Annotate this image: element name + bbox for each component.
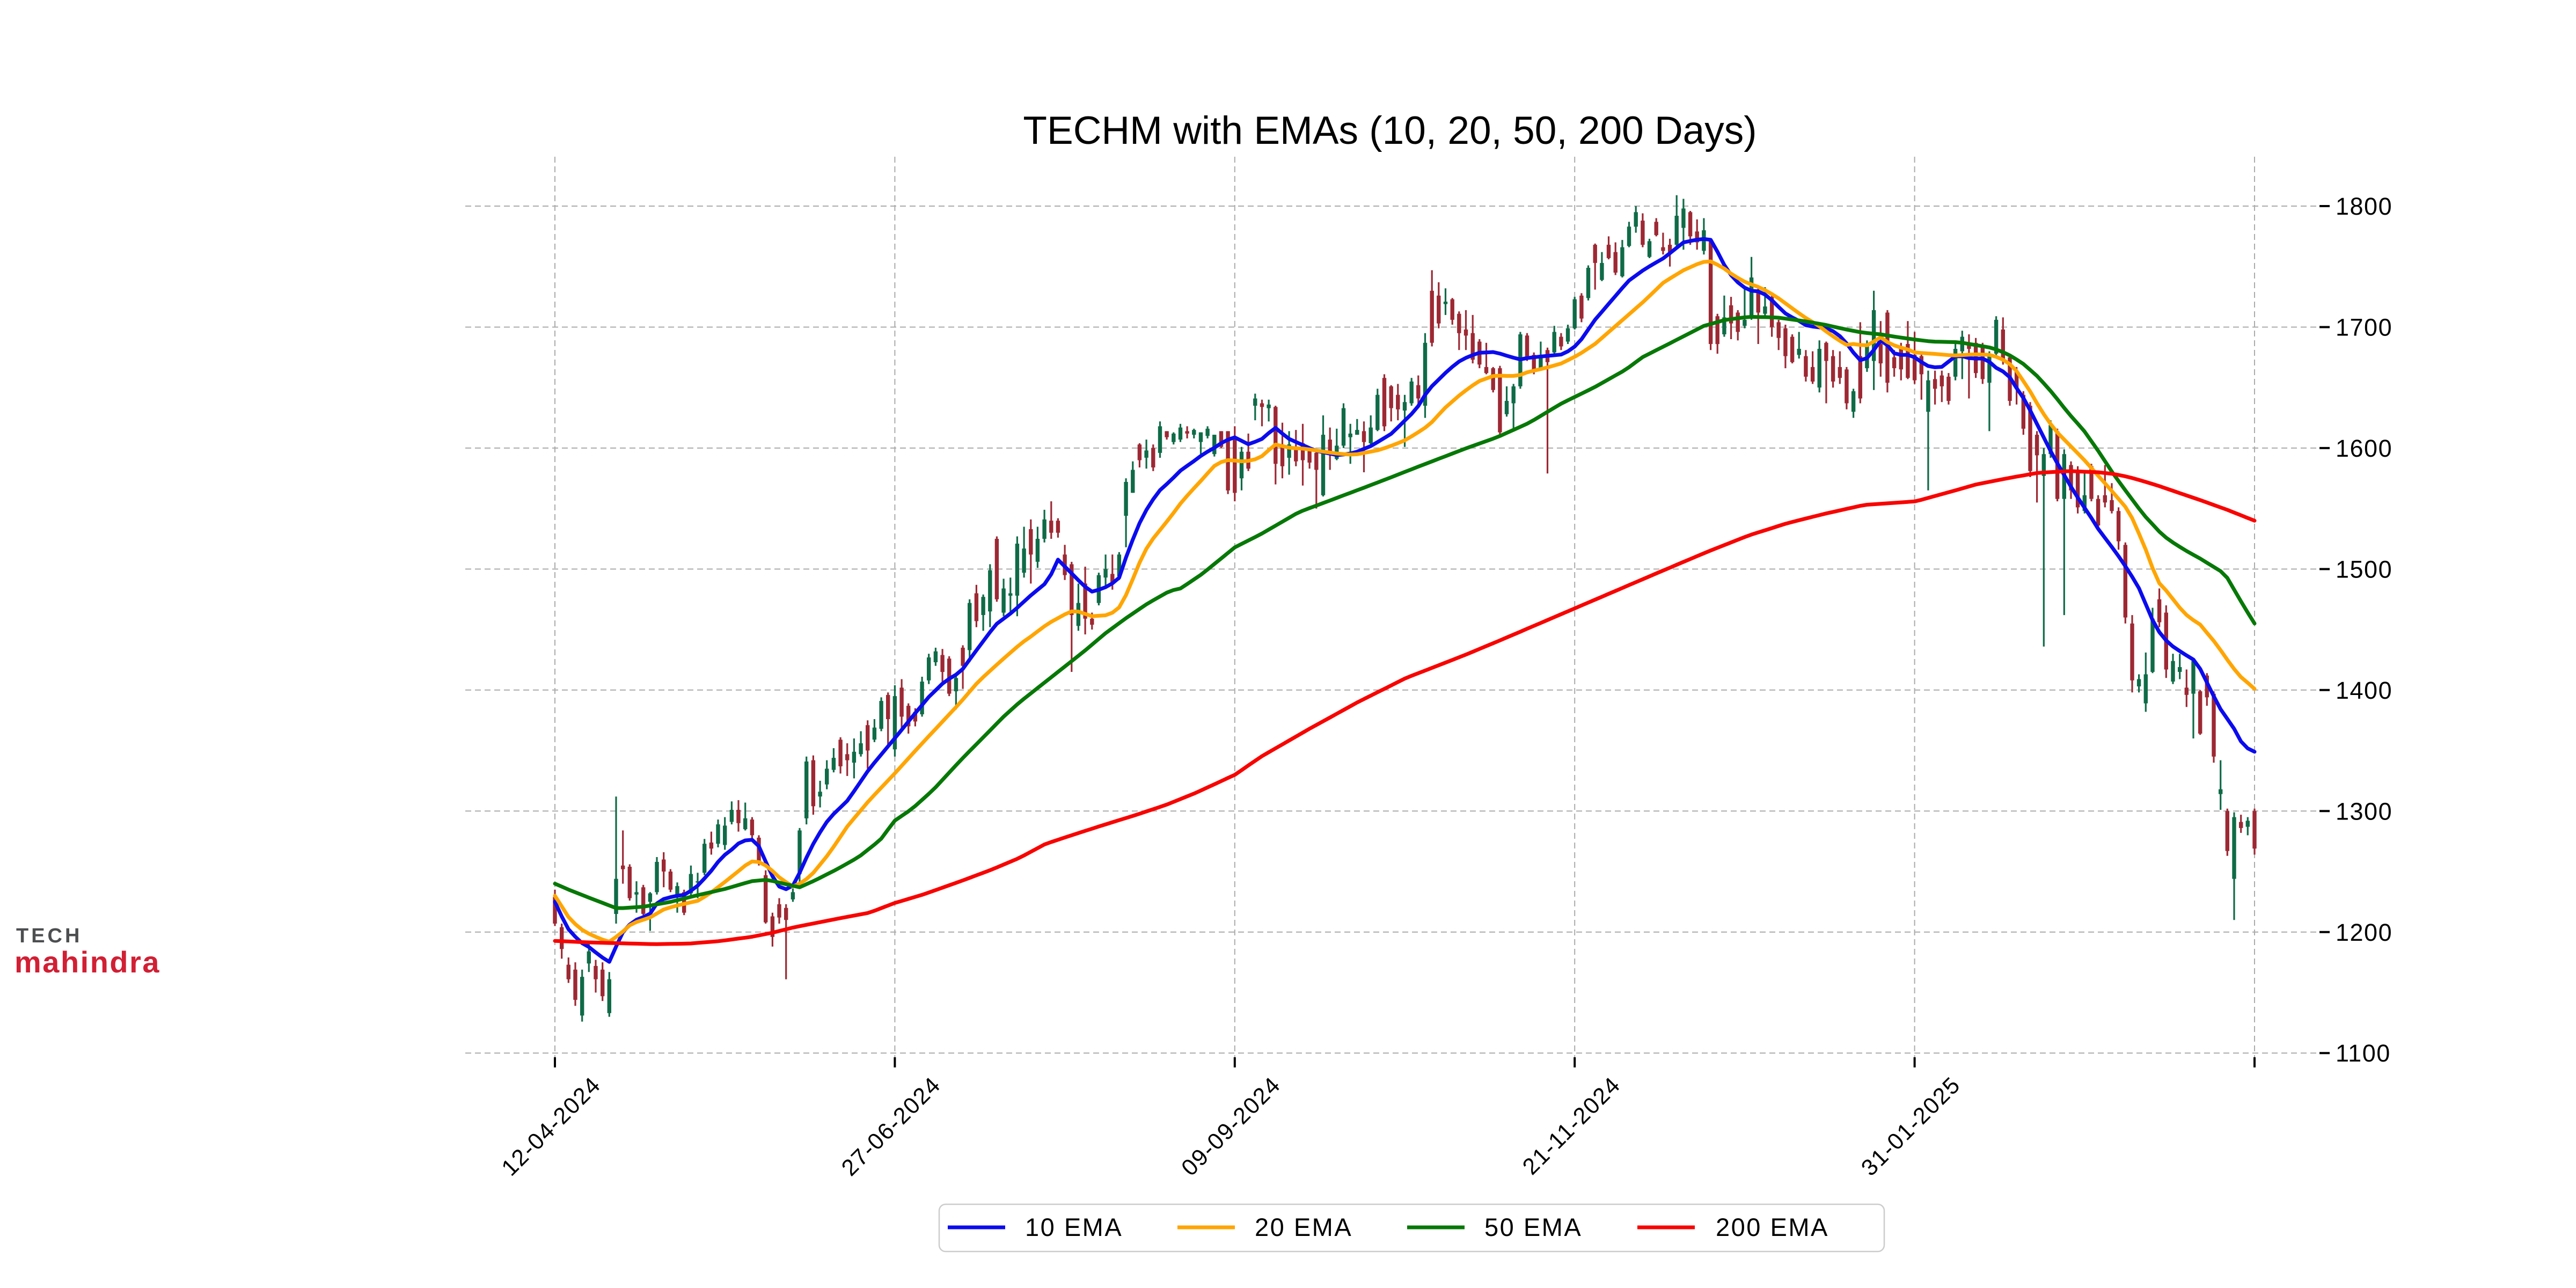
svg-text:1700: 1700 bbox=[2336, 314, 2392, 341]
svg-text:1200: 1200 bbox=[2336, 919, 2392, 946]
svg-text:TECHM with EMAs (10, 20, 50, 2: TECHM with EMAs (10, 20, 50, 200 Days) bbox=[1023, 109, 1757, 152]
svg-text:200 EMA: 200 EMA bbox=[1716, 1213, 1829, 1241]
svg-text:TECH: TECH bbox=[16, 925, 82, 947]
svg-text:1800: 1800 bbox=[2336, 193, 2392, 220]
svg-text:50 EMA: 50 EMA bbox=[1484, 1213, 1582, 1241]
svg-text:1600: 1600 bbox=[2336, 435, 2392, 462]
svg-text:10 EMA: 10 EMA bbox=[1025, 1213, 1123, 1241]
svg-text:1500: 1500 bbox=[2336, 555, 2392, 583]
svg-text:20 EMA: 20 EMA bbox=[1255, 1213, 1352, 1241]
svg-text:1400: 1400 bbox=[2336, 677, 2392, 704]
svg-text:mahindra: mahindra bbox=[14, 945, 160, 979]
svg-text:1100: 1100 bbox=[2336, 1040, 2391, 1067]
svg-text:1300: 1300 bbox=[2336, 797, 2392, 825]
